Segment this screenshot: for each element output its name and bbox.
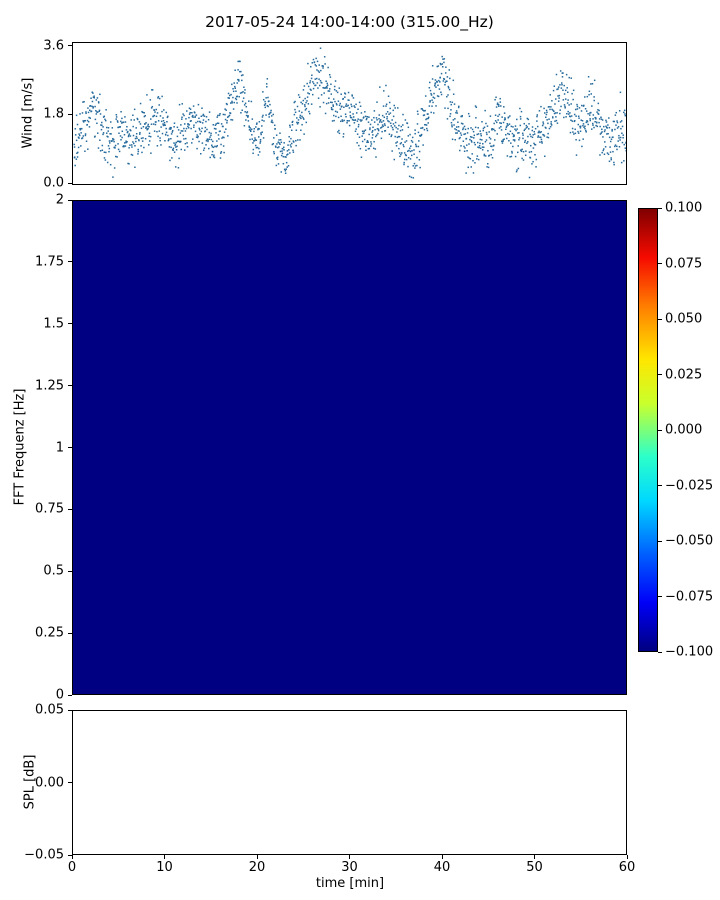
spl-ytick-mark — [68, 709, 72, 711]
colorbar-tick-label: −0.100 — [665, 644, 714, 660]
spl-ytick-label: 0.05 — [35, 702, 64, 718]
colorbar-tick-label: 0.100 — [665, 200, 703, 216]
x-tick-mark — [164, 855, 165, 859]
spl-ytick-mark — [68, 854, 72, 856]
spectrogram-ytick-label: 1 — [55, 440, 64, 455]
spl-ytick-label: −0.05 — [24, 847, 64, 863]
colorbar-tick-label: −0.025 — [665, 478, 714, 493]
spl-ytick-mark — [68, 782, 72, 783]
spectrogram-ytick-mark — [68, 447, 72, 448]
colorbar-tick-label: −0.075 — [665, 589, 714, 604]
wind-ytick-mark — [68, 182, 72, 184]
colorbar-tick-label: 0.000 — [665, 422, 703, 438]
spectrogram-ytick-mark — [68, 385, 72, 387]
x-tick-mark — [626, 855, 628, 859]
spectrogram-ytick-label: 0.5 — [43, 563, 64, 579]
x-tick-label: 0 — [67, 860, 77, 875]
colorbar-tick-label: 0.025 — [665, 367, 703, 382]
spectrogram-ytick-label: 0.25 — [35, 625, 64, 641]
colorbar-tick-mark — [658, 429, 662, 431]
x-tick-label: 40 — [433, 860, 451, 875]
colorbar-tick-label: 0.050 — [665, 311, 703, 327]
wind-scatter-points — [73, 43, 626, 184]
spectrogram-ytick-mark — [68, 570, 72, 572]
x-tick-mark — [441, 855, 443, 859]
colorbar-tick-label: 0.075 — [665, 256, 703, 271]
spl-axes — [72, 710, 627, 855]
spectrogram-ytick-label: 2 — [55, 192, 64, 208]
spectrogram-ytick-mark — [68, 261, 72, 263]
colorbar-tick-mark — [658, 651, 662, 653]
x-tick-label: 30 — [341, 860, 358, 875]
spectrogram-ytick-label: 0.75 — [35, 501, 64, 517]
wind-ytick-mark — [68, 113, 72, 115]
x-tick-label: 60 — [618, 860, 636, 875]
wind-ytick-mark — [68, 45, 72, 47]
colorbar-tick-mark — [658, 263, 662, 264]
colorbar-tick-mark — [658, 318, 662, 320]
x-tick-label: 10 — [156, 860, 173, 875]
x-tick-mark — [349, 855, 350, 859]
figure-title: 2017-05-24 14:00-14:00 (315.00_Hz) — [205, 13, 494, 31]
x-tick-mark — [534, 855, 535, 859]
wind-ytick-label: 3.6 — [43, 38, 64, 54]
colorbar-tick-mark — [658, 374, 662, 375]
spectrogram-ytick-mark — [68, 508, 72, 510]
spectrogram-axes — [72, 200, 627, 695]
wind-ytick-label: 1.8 — [43, 106, 64, 122]
spectrogram-ytick-label: 0 — [55, 687, 64, 703]
spectrogram-ytick-mark — [68, 323, 72, 325]
wind-scatter-axes — [72, 42, 627, 185]
spectrogram-ytick-label: 1.75 — [35, 254, 64, 270]
x-tick-mark — [256, 855, 258, 859]
colorbar-tick-mark — [658, 485, 662, 486]
spl-ytick-label: 0.00 — [35, 775, 64, 790]
colorbar-tick-label: −0.050 — [665, 533, 714, 549]
x-tick-label: 20 — [248, 860, 266, 875]
colorbar-tick-mark — [658, 540, 662, 542]
colorbar — [638, 208, 658, 652]
x-tick-mark — [71, 855, 73, 859]
spectrogram-ytick-mark — [68, 632, 72, 634]
x-tick-label: 50 — [526, 860, 543, 875]
spectrogram-ytick-label: 1.5 — [43, 316, 64, 332]
colorbar-tick-mark — [658, 596, 662, 597]
colorbar-tick-mark — [658, 207, 662, 209]
wind-ytick-label: 0.0 — [43, 175, 64, 191]
spectrogram-ytick-label: 1.25 — [35, 378, 64, 394]
spectrogram-ytick-mark — [68, 694, 72, 696]
spectrogram-ytick-mark — [68, 199, 72, 201]
x-axis-label: time [min] — [315, 876, 385, 891]
